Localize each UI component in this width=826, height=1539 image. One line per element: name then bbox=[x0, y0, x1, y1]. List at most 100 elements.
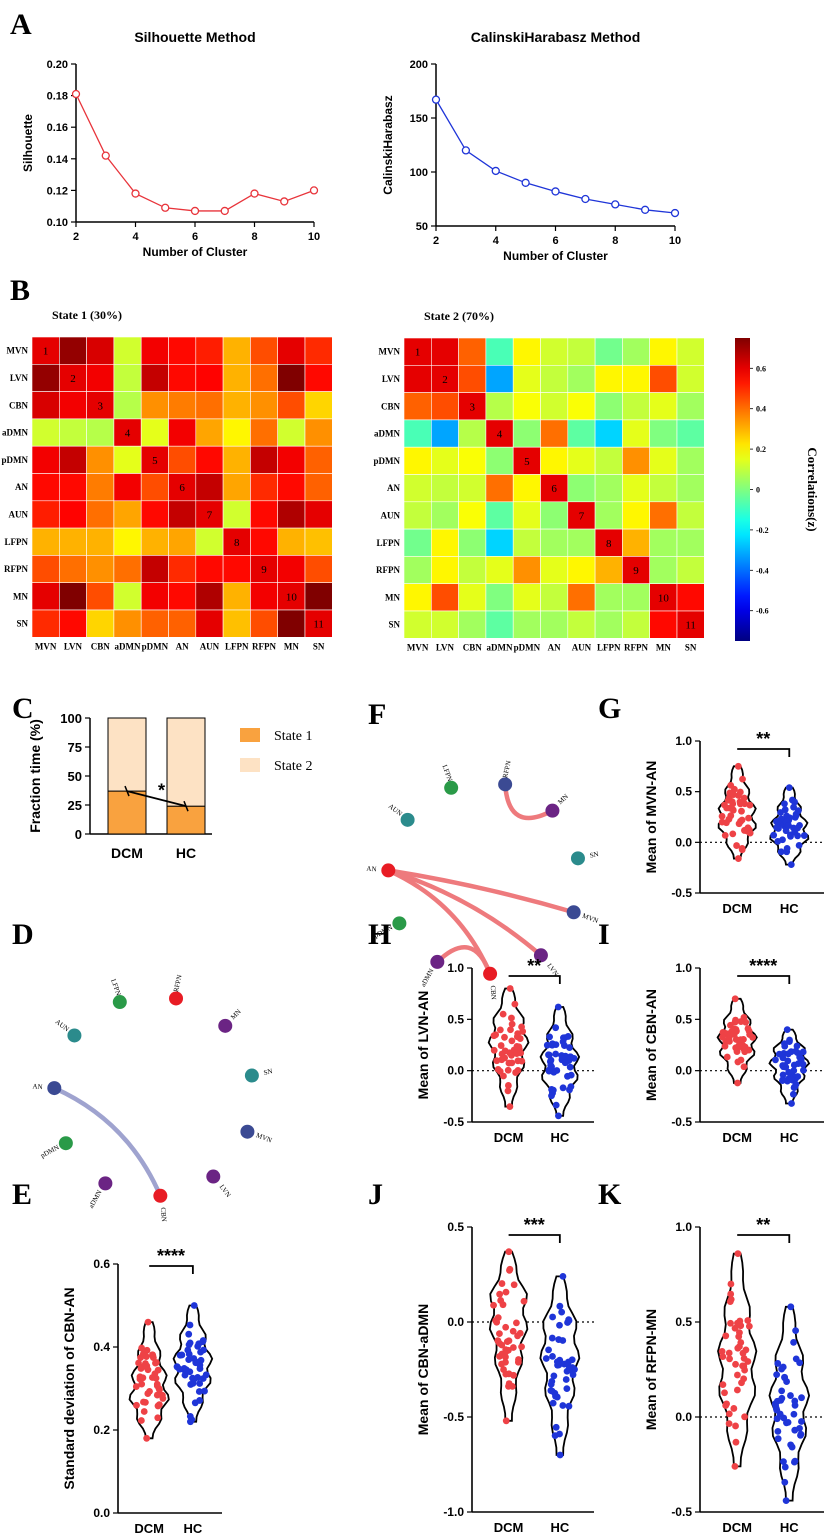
data-point bbox=[521, 178, 530, 187]
data-point bbox=[721, 1042, 729, 1050]
heatmap-cell bbox=[403, 446, 432, 475]
heatmap-cell bbox=[403, 556, 432, 585]
data-point bbox=[734, 1371, 741, 1379]
heatmap-cell bbox=[594, 419, 623, 448]
network-node-label: CBN bbox=[159, 1207, 168, 1222]
data-point bbox=[200, 1346, 207, 1354]
y-tick-label: 200 bbox=[410, 59, 428, 71]
heatmap-cell bbox=[512, 583, 541, 612]
data-point bbox=[549, 1313, 556, 1321]
heatmap-cell bbox=[622, 474, 651, 503]
data-point bbox=[159, 1395, 167, 1402]
heatmap-cell bbox=[540, 419, 569, 448]
data-point bbox=[186, 1321, 194, 1329]
data-point bbox=[142, 1398, 149, 1406]
col-label: MN bbox=[656, 642, 671, 652]
data-point bbox=[502, 1417, 510, 1425]
x-tick-label: HC bbox=[780, 1130, 799, 1145]
col-label: LFPN bbox=[225, 641, 249, 651]
data-point bbox=[502, 1348, 510, 1355]
y-tick-label: 0.0 bbox=[675, 835, 692, 849]
data-point bbox=[566, 1063, 574, 1071]
y-tick-label: 0.5 bbox=[675, 1012, 692, 1026]
row-label: CBN bbox=[381, 401, 401, 411]
y-tick-label: -0.5 bbox=[443, 1410, 464, 1424]
data-point bbox=[547, 1380, 555, 1388]
data-point bbox=[745, 1027, 753, 1035]
heatmap-cell bbox=[485, 392, 514, 421]
violin-plot-e: 0.0 0.2 0.4 0.6 Standard deviation of CBN-AN… bbox=[61, 1246, 222, 1536]
panel-letter-f: F bbox=[368, 698, 386, 731]
data-point bbox=[135, 1359, 142, 1367]
diagonal-index: 11 bbox=[313, 619, 324, 631]
x-tick-label: 2 bbox=[433, 235, 439, 247]
y-axis-label: Mean of CBN-aDMN bbox=[415, 1304, 431, 1435]
data-point bbox=[782, 827, 790, 835]
data-point bbox=[154, 1402, 162, 1410]
data-point bbox=[731, 1324, 739, 1332]
data-point bbox=[461, 146, 471, 155]
data-point bbox=[790, 803, 797, 811]
data-point bbox=[733, 1386, 741, 1394]
heatmap-cell bbox=[58, 527, 87, 556]
data-point bbox=[502, 1323, 510, 1331]
heatmap-cell bbox=[277, 555, 306, 584]
y-tick-label: -1.0 bbox=[443, 1505, 464, 1519]
col-label: LFPN bbox=[597, 642, 621, 652]
network-node bbox=[112, 995, 127, 1010]
network-node-label: SN bbox=[589, 850, 599, 860]
data-point bbox=[786, 831, 794, 839]
data-point bbox=[739, 1362, 746, 1370]
heatmap-cell bbox=[430, 446, 459, 475]
col-label: aDMN bbox=[487, 642, 513, 652]
heatmap-cell bbox=[31, 473, 60, 502]
heatmap-cell bbox=[113, 500, 142, 529]
row-label: MVN bbox=[379, 347, 401, 357]
data-point bbox=[797, 1430, 805, 1438]
data-point bbox=[133, 1401, 140, 1409]
data-point bbox=[514, 1332, 521, 1340]
heatmap-cell bbox=[250, 555, 278, 584]
diagonal-index: 11 bbox=[685, 620, 696, 632]
line-chart-a1: Silhouette Method 0.10 0.12 0.14 0.16 0.18 0.2… bbox=[21, 29, 320, 259]
significance-bracket bbox=[737, 748, 791, 757]
data-point bbox=[732, 1044, 740, 1052]
error-cap bbox=[124, 785, 130, 797]
heatmap-state-1: State 1 (30%) 1 MVN MVN 2 LVN LVN 3 CBN CBN 4 aDMN a… bbox=[2, 308, 333, 651]
data-point bbox=[143, 1434, 151, 1442]
heatmap-cell bbox=[250, 418, 278, 447]
data-point bbox=[185, 1356, 193, 1364]
significance-bracket bbox=[508, 975, 561, 984]
diagonal-index: 2 bbox=[70, 373, 76, 385]
network-node bbox=[244, 1068, 259, 1083]
heatmap-cell bbox=[250, 363, 278, 392]
heatmap-cell bbox=[622, 392, 651, 421]
network-node bbox=[47, 1081, 62, 1096]
heatmap-cell bbox=[140, 418, 169, 447]
row-label: AN bbox=[15, 482, 28, 492]
data-point bbox=[138, 1380, 146, 1388]
data-point bbox=[777, 809, 784, 816]
data-point bbox=[725, 1410, 733, 1418]
heatmap-cell bbox=[86, 418, 115, 447]
panel-letter-e: E bbox=[12, 1178, 32, 1211]
x-tick-label: HC bbox=[780, 901, 799, 916]
heatmap-cell bbox=[430, 528, 459, 557]
data-point bbox=[493, 1057, 501, 1065]
data-point bbox=[729, 800, 737, 808]
data-point bbox=[749, 1033, 757, 1041]
heatmap-cell bbox=[58, 445, 87, 474]
heatmap-cell bbox=[540, 528, 569, 557]
heatmap-cell bbox=[649, 556, 678, 585]
data-point bbox=[773, 824, 781, 832]
x-tick-label: DCM bbox=[494, 1130, 524, 1145]
panel-letter-j: J bbox=[368, 1178, 383, 1211]
y-tick-label: 0.0 bbox=[447, 1315, 464, 1329]
diagonal-index: 8 bbox=[234, 537, 240, 549]
colorbar-tick-label: 0.6 bbox=[756, 364, 766, 373]
data-point bbox=[798, 1394, 805, 1402]
heatmap-cell bbox=[195, 391, 224, 420]
diagonal-index: 4 bbox=[497, 429, 503, 441]
row-label: MN bbox=[13, 591, 28, 601]
data-point bbox=[551, 1432, 559, 1439]
